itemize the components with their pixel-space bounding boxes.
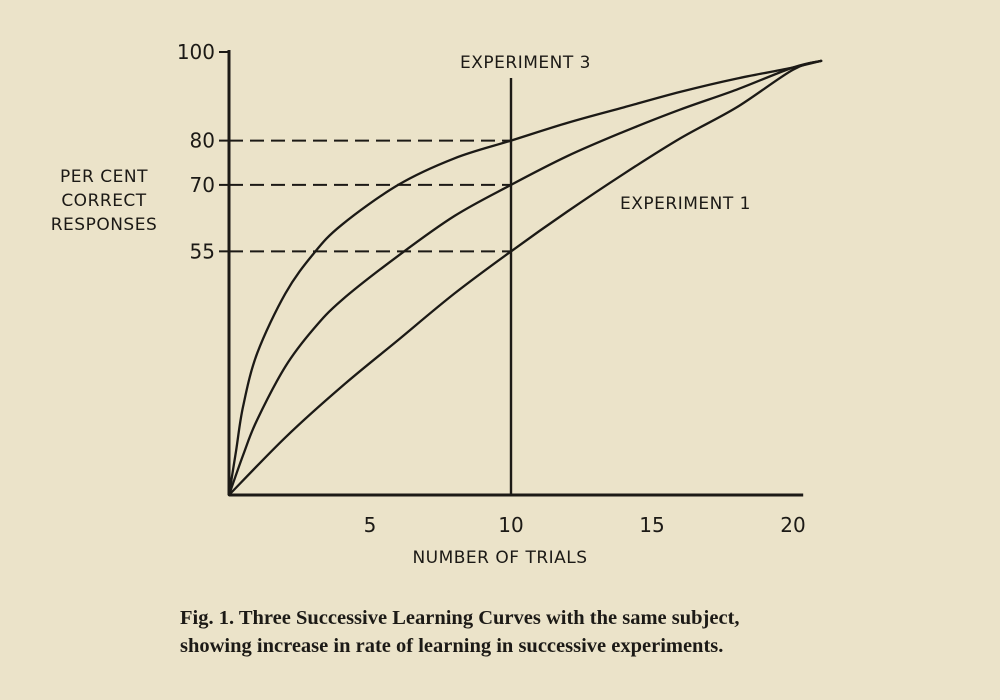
x-tick-label-10: 10 <box>498 513 523 537</box>
series-line-2 <box>227 59 823 497</box>
y-tick-label-100: 100 <box>177 40 215 64</box>
x-tick-label-20: 20 <box>780 513 805 537</box>
series-line-1 <box>227 59 823 497</box>
series-label-3: EXPERIMENT 3 <box>460 53 591 73</box>
figure-caption: Fig. 1. Three Successive Learning Curves… <box>180 604 980 660</box>
y-tick-label-80: 80 <box>190 129 215 153</box>
y-axis-label-line-2: CORRECT <box>61 191 146 211</box>
y-axis-label-line-3: RESPONSES <box>51 215 158 235</box>
series-line-3 <box>227 59 823 497</box>
x-tick-label-5: 5 <box>364 513 377 537</box>
series-label-1: EXPERIMENT 1 <box>620 194 751 214</box>
x-tick-label-15: 15 <box>639 513 664 537</box>
y-tick-label-70: 70 <box>190 173 215 197</box>
caption-line-1: Fig. 1. Three Successive Learning Curves… <box>180 607 740 629</box>
y-tick-label-55: 55 <box>190 239 215 263</box>
caption-line-2: showing increase in rate of learning in … <box>180 635 724 657</box>
y-axis-label-line-1: PER CENT <box>60 167 148 187</box>
x-axis-label: NUMBER OF TRIALS <box>412 548 587 568</box>
